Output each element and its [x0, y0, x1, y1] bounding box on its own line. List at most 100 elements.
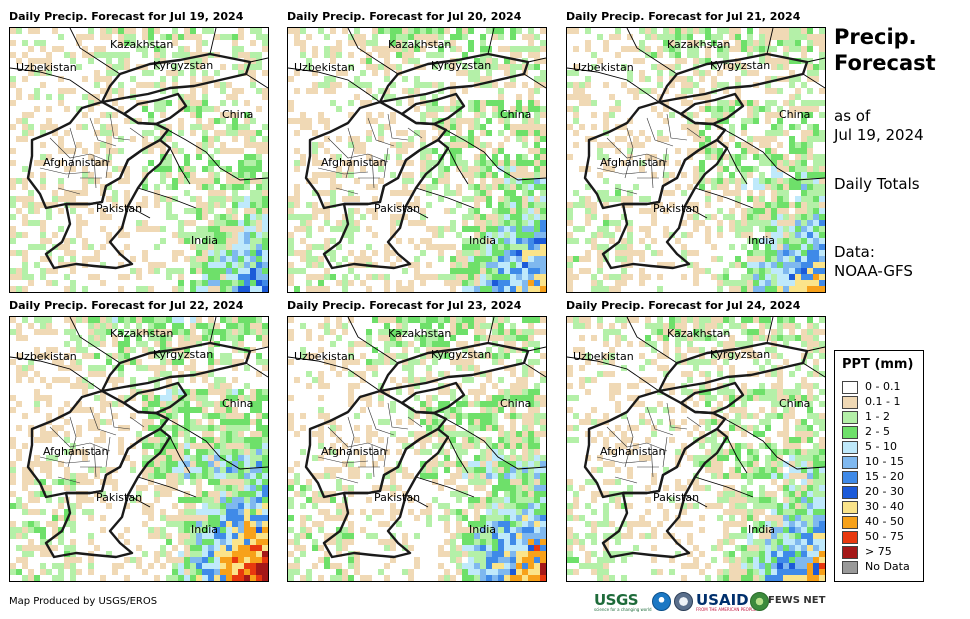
precip-cell — [196, 401, 202, 407]
precip-cell — [468, 323, 474, 329]
precip-cell — [220, 335, 226, 341]
precip-cell — [100, 335, 106, 341]
precip-cell — [516, 473, 522, 479]
precip-cell — [492, 413, 498, 419]
precip-cell — [202, 551, 208, 557]
precip-cell — [705, 58, 711, 64]
precip-cell — [354, 34, 360, 40]
precip-cell — [34, 244, 40, 250]
precip-cell — [801, 184, 807, 190]
precip-cell — [711, 214, 717, 220]
precip-cell — [663, 100, 669, 106]
precip-cell — [729, 280, 735, 286]
precip-cell — [160, 112, 166, 118]
precip-cell — [312, 503, 318, 509]
precip-cell — [639, 238, 645, 244]
precip-cell — [16, 250, 22, 256]
precip-cell — [522, 256, 528, 262]
country-boundary — [69, 317, 121, 364]
precip-cell — [693, 70, 699, 76]
precip-cell — [244, 509, 250, 515]
precip-cell — [130, 389, 136, 395]
precip-cell — [813, 220, 819, 226]
precip-cell — [244, 491, 250, 497]
precip-cell — [444, 431, 450, 437]
precip-cell — [330, 184, 336, 190]
precip-cell — [58, 178, 64, 184]
precip-cell — [154, 329, 160, 335]
precip-cell — [687, 46, 693, 52]
precip-cell — [148, 461, 154, 467]
precip-cell — [516, 286, 522, 292]
precip-cell — [118, 371, 124, 377]
precip-cell — [262, 515, 268, 521]
precip-cell — [250, 389, 256, 395]
precip-cell — [759, 274, 765, 280]
precip-cell — [288, 244, 294, 250]
precip-cell — [771, 250, 777, 256]
precip-cell — [591, 208, 597, 214]
precip-cell — [450, 268, 456, 274]
precip-cell — [46, 467, 52, 473]
precip-cell — [807, 64, 813, 70]
precip-cell — [250, 329, 256, 335]
precip-cell — [342, 172, 348, 178]
precip-cell — [480, 479, 486, 485]
precip-cell — [202, 413, 208, 419]
precip-cell — [256, 317, 262, 323]
precip-cell — [342, 503, 348, 509]
precip-cell — [250, 202, 256, 208]
precip-cell — [202, 557, 208, 563]
precip-cell — [510, 208, 516, 214]
precip-cell — [336, 371, 342, 377]
precip-cell — [76, 569, 82, 575]
precip-cell — [166, 124, 172, 130]
precip-cell — [160, 347, 166, 353]
precip-cell — [717, 82, 723, 88]
precip-cell — [516, 52, 522, 58]
precip-cell — [220, 256, 226, 262]
precip-cell — [528, 443, 534, 449]
precip-cell — [300, 413, 306, 419]
precip-cell — [426, 371, 432, 377]
precip-cell — [480, 425, 486, 431]
precip-cell — [723, 214, 729, 220]
precip-cell — [250, 196, 256, 202]
precip-cell — [540, 353, 546, 359]
precip-cell — [100, 527, 106, 533]
precip-cell — [693, 214, 699, 220]
precip-cell — [498, 220, 504, 226]
precip-cell — [208, 401, 214, 407]
precip-cell — [202, 178, 208, 184]
precip-cell — [330, 329, 336, 335]
precip-cell — [70, 521, 76, 527]
precip-cell — [300, 256, 306, 262]
precip-cell — [510, 106, 516, 112]
precip-cell — [324, 190, 330, 196]
precip-cell — [250, 226, 256, 232]
precip-cell — [426, 353, 432, 359]
precip-cell — [462, 515, 468, 521]
precip-cell — [178, 557, 184, 563]
precip-cell — [220, 148, 226, 154]
province-boundary — [89, 117, 117, 147]
precip-cell — [10, 527, 16, 533]
precip-cell — [208, 202, 214, 208]
precip-cell — [759, 208, 765, 214]
precip-cell — [498, 214, 504, 220]
precip-cell — [58, 497, 64, 503]
precip-cell — [723, 280, 729, 286]
precip-cell — [438, 401, 444, 407]
precip-cell — [76, 473, 82, 479]
precip-cell — [312, 244, 318, 250]
precip-cell — [438, 178, 444, 184]
precip-cell — [76, 34, 82, 40]
precip-cell — [40, 527, 46, 533]
precip-cell — [777, 118, 783, 124]
precip-cell — [220, 166, 226, 172]
precip-cell — [184, 521, 190, 527]
map-canvas — [567, 28, 825, 292]
precip-cell — [366, 274, 372, 280]
precip-cell — [196, 479, 202, 485]
precip-cell — [166, 389, 172, 395]
